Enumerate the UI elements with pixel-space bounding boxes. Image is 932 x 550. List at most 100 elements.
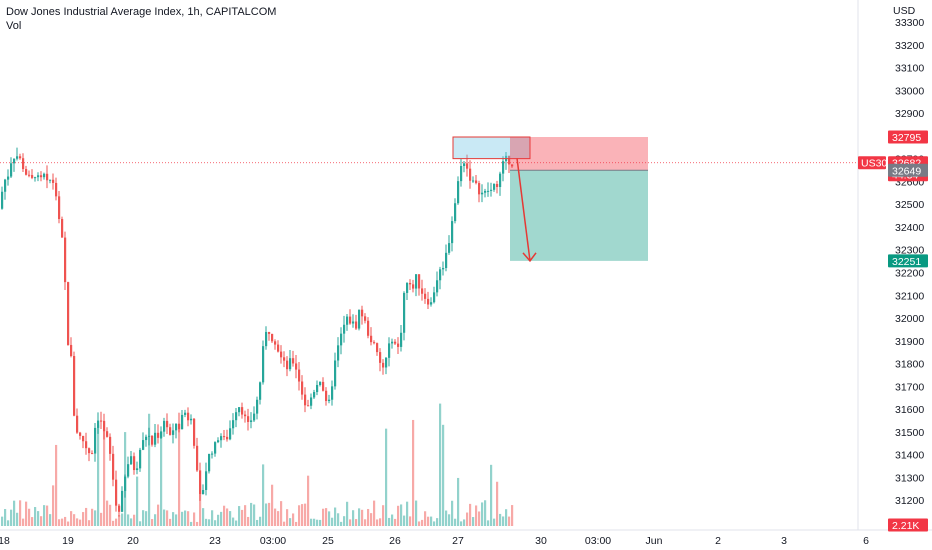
volume-bar	[1, 516, 4, 526]
candle	[439, 266, 442, 290]
candle	[343, 315, 346, 343]
volume-bar	[382, 505, 385, 526]
volume-bar	[457, 477, 460, 526]
volume-bar	[373, 500, 376, 526]
candle	[136, 461, 139, 475]
currency-label: USD	[893, 5, 916, 17]
candle	[223, 430, 226, 441]
candle	[169, 423, 172, 436]
candle	[145, 434, 148, 447]
candle	[118, 503, 121, 517]
candle	[58, 190, 61, 224]
resistance-zone[interactable]	[452, 136, 531, 160]
volume-bar	[364, 519, 367, 526]
candle	[415, 273, 418, 297]
candle	[445, 244, 448, 272]
price-tick-label: 31900	[895, 336, 924, 348]
candle	[382, 359, 385, 375]
price-tick-label: 32100	[895, 290, 924, 302]
candle	[493, 183, 496, 192]
volume-bar	[193, 512, 196, 526]
volume-bar	[151, 519, 154, 526]
volume-bar	[43, 505, 46, 526]
volume-bar	[286, 509, 289, 526]
candle	[235, 408, 238, 428]
candle	[220, 433, 223, 448]
volume-bar	[385, 428, 388, 526]
candle	[481, 184, 484, 203]
time-tick-label: 25	[322, 535, 334, 547]
volume-bar	[367, 508, 370, 526]
chart-title: Dow Jones Industrial Average Index, 1h, …	[6, 6, 277, 18]
candle	[301, 375, 304, 400]
volume-bar	[220, 511, 223, 526]
price-tick-label: 32500	[895, 199, 924, 211]
volume-bar	[265, 503, 268, 526]
candle	[340, 327, 343, 355]
volume-bar	[130, 518, 133, 526]
candle	[475, 174, 478, 185]
price-tags: 3279532682US3044:3432649322512.21K	[858, 130, 928, 532]
time-tick-label: 30	[535, 535, 547, 547]
volume-bar	[475, 505, 478, 526]
volume-bar	[250, 502, 253, 526]
stop-loss-zone[interactable]	[510, 137, 648, 171]
candle	[331, 380, 334, 406]
volume-bar	[388, 517, 391, 526]
candle	[496, 180, 499, 194]
volume-bar	[313, 518, 316, 526]
svg-text:32649: 32649	[892, 165, 921, 177]
candle	[46, 165, 49, 189]
candle	[265, 326, 268, 350]
candle	[184, 409, 187, 418]
volume-bar	[319, 519, 322, 526]
candles	[1, 147, 514, 517]
volume-bar	[397, 505, 400, 526]
candle	[40, 171, 43, 182]
price-tick-label: 33000	[895, 85, 924, 97]
volume-bar	[403, 515, 406, 526]
volume-bar	[466, 512, 469, 526]
volume-bar	[64, 516, 67, 526]
volume-bar	[421, 519, 424, 526]
volume-bar	[325, 508, 328, 526]
candle	[403, 291, 406, 341]
volume-bar	[496, 481, 499, 526]
candle	[451, 216, 454, 252]
volume-bar	[301, 504, 304, 526]
candle	[37, 172, 40, 182]
volume-bar	[127, 514, 130, 526]
time-axis[interactable]: 18 19 20 23 03:00 25 26 27 30 03:00 Jun 2 3 6	[0, 529, 932, 547]
candle	[199, 462, 202, 501]
volume-bar	[370, 513, 373, 526]
volume-bar	[232, 517, 235, 526]
price-tick-label: 31800	[895, 359, 924, 371]
volume-bar	[484, 500, 487, 526]
arrow-head-icon	[522, 252, 537, 263]
volume-bar	[16, 512, 19, 526]
take-profit-zone[interactable]	[510, 170, 648, 261]
volume-bar	[361, 509, 364, 526]
volume-bar	[472, 517, 475, 526]
candle	[109, 433, 112, 461]
volume-bar	[262, 464, 265, 526]
volume-bar	[289, 518, 292, 526]
candle	[373, 340, 376, 345]
volume-bar	[274, 508, 277, 526]
candle	[463, 161, 466, 173]
volume-bar	[226, 508, 229, 526]
target-arrow[interactable]	[516, 158, 531, 261]
volume-bar	[10, 509, 13, 526]
volume-bar	[280, 501, 283, 526]
short-position-tool[interactable]	[0, 136, 858, 263]
candle	[250, 412, 253, 429]
volume-bar	[70, 511, 73, 526]
candle	[133, 452, 136, 475]
candle	[214, 441, 217, 457]
volume-bar	[49, 514, 52, 526]
volume-bar	[205, 518, 208, 526]
candle	[229, 420, 232, 441]
candle	[154, 424, 157, 448]
candle	[487, 182, 490, 197]
